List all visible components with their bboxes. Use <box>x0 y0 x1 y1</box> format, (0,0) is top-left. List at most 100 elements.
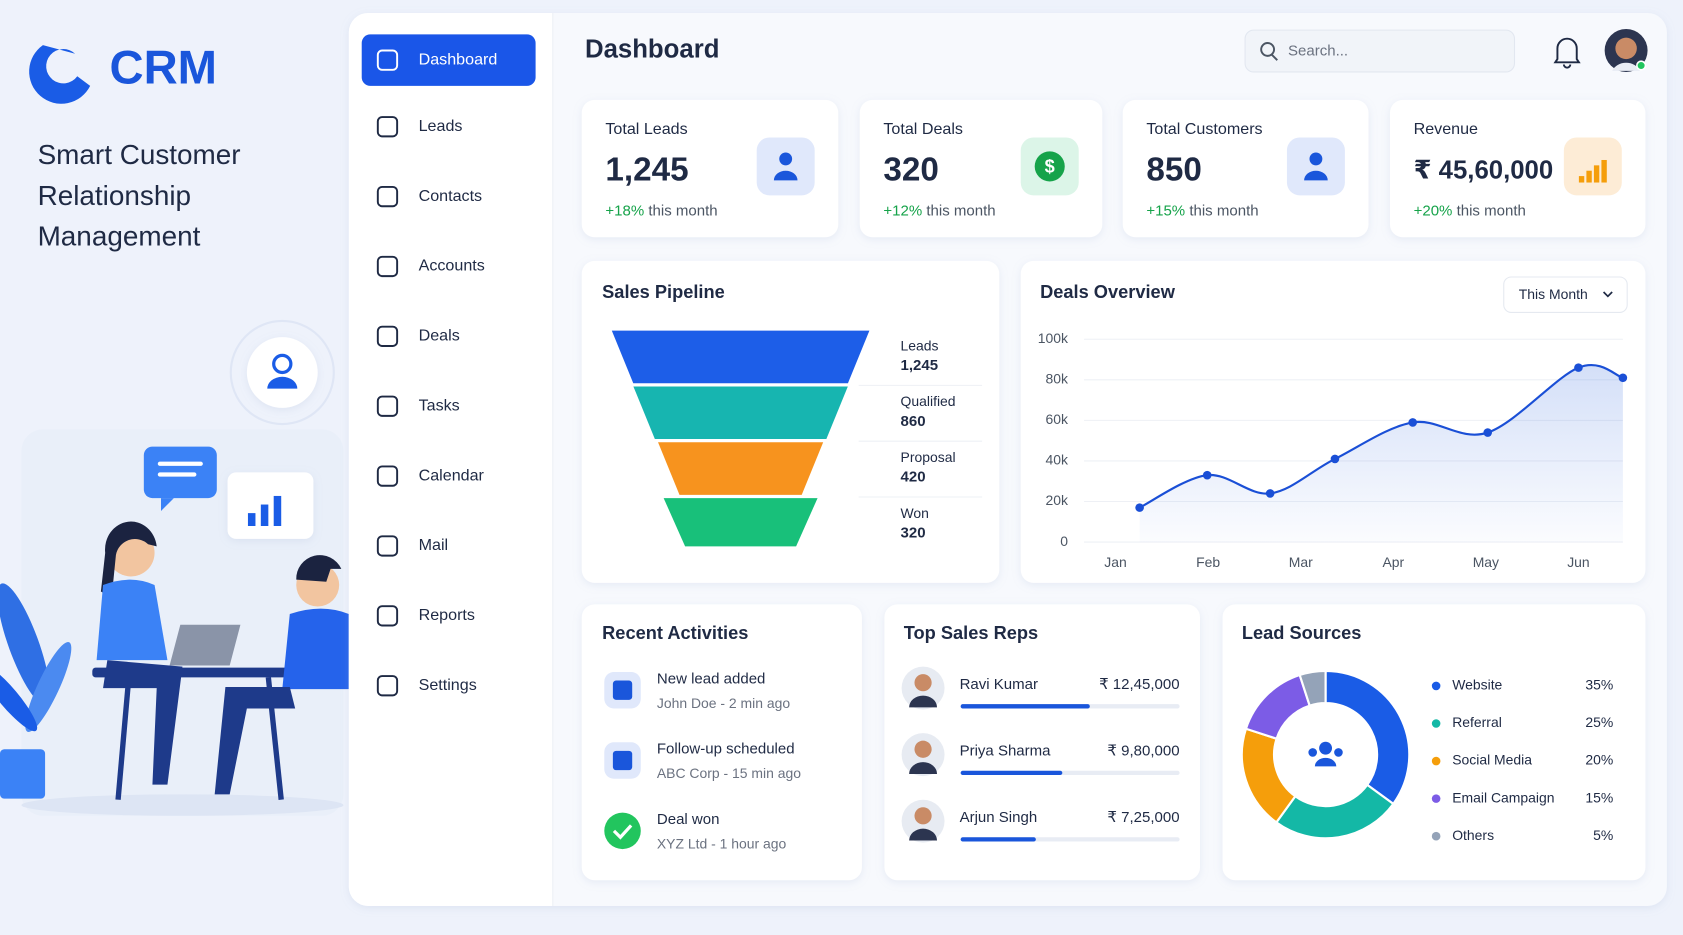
rep-amount: ₹ 7,25,000 <box>1107 809 1179 826</box>
kpi-change-value: +12% <box>883 202 922 219</box>
kpi-value: ₹ 45,60,000 <box>1414 157 1554 185</box>
kpi-change: +12% this month <box>883 202 995 219</box>
filter-dropdown[interactable] <box>1503 276 1628 313</box>
kpi-icon-bg <box>1563 137 1622 196</box>
kpi-label: Total Customers <box>1146 120 1262 138</box>
donut-icon <box>1334 748 1343 757</box>
kpi-change: +15% this month <box>1146 202 1258 219</box>
rep-name: Arjun Singh <box>960 809 1038 826</box>
activity-icon <box>604 812 641 850</box>
kpi-value: 1,245 <box>605 152 688 189</box>
donut-icon <box>1314 757 1337 767</box>
x-tick-label: Jan <box>1104 554 1126 570</box>
legend-label: Social Media <box>1452 752 1532 768</box>
illustration <box>0 45 349 816</box>
card <box>581 99 839 238</box>
nav-item[interactable]: Mail <box>419 536 449 554</box>
rep-avatar <box>914 807 932 825</box>
kpi-icon-bg <box>756 137 815 196</box>
kpi-period: this month <box>926 202 995 219</box>
rep-name: Priya Sharma <box>960 742 1052 759</box>
tagline: Management <box>38 221 201 252</box>
kpi-change-value: +20% <box>1414 202 1453 219</box>
kpi-icon <box>1578 176 1585 183</box>
search-icon <box>1260 42 1276 57</box>
rep-bar <box>960 704 1090 709</box>
tagline: Relationship <box>38 180 192 211</box>
brand-name: CRM <box>109 41 217 94</box>
nav-item[interactable]: Accounts <box>419 257 485 275</box>
activity-title: Follow-up scheduled <box>657 741 795 758</box>
funnel-label: Won <box>901 505 929 521</box>
funnel-label: Qualified <box>901 393 956 409</box>
rep-avatar <box>909 762 938 774</box>
nav-item[interactable]: Contacts <box>419 187 483 205</box>
nav-item[interactable]: Settings <box>419 676 477 694</box>
line-point <box>1202 470 1212 480</box>
line-point <box>1408 418 1418 427</box>
legend-label: Referral <box>1452 714 1502 730</box>
nav-icon <box>376 465 399 487</box>
logo-icon <box>29 45 91 104</box>
funnel-value: 860 <box>901 413 926 430</box>
line <box>1139 364 1624 509</box>
search-box[interactable] <box>1244 29 1516 73</box>
y-tick-label: 40k <box>1045 452 1068 468</box>
line-point <box>1135 503 1144 512</box>
nav-item[interactable]: Deals <box>419 327 460 345</box>
funnel-label: Proposal <box>901 449 956 465</box>
y-tick-label: 20k <box>1045 492 1068 508</box>
line-point <box>1574 363 1583 372</box>
bell-icon[interactable] <box>1553 37 1581 69</box>
filter-label: This Month <box>1519 286 1588 302</box>
line-point <box>1330 454 1340 464</box>
card-title: Top Sales Reps <box>904 622 1038 643</box>
line-point <box>1618 373 1628 383</box>
kpi-icon <box>1309 152 1323 166</box>
x-tick-label: May <box>1473 554 1499 570</box>
sidebar <box>348 12 553 906</box>
nav-item[interactable]: Dashboard <box>419 50 498 68</box>
nav-icon <box>376 185 399 208</box>
nav-item[interactable]: Calendar <box>419 466 485 484</box>
legend-swatch <box>1431 756 1441 766</box>
kpi-icon <box>773 170 798 181</box>
funnel-value: 420 <box>901 469 926 486</box>
nav-item[interactable]: Reports <box>419 606 475 624</box>
card-title: Lead Sources <box>1242 622 1362 643</box>
card <box>859 99 1103 238</box>
rep-bar <box>960 837 1036 842</box>
rep-amount: ₹ 12,45,000 <box>1099 676 1180 693</box>
rep-avatar <box>909 828 938 841</box>
user-avatar[interactable] <box>1604 29 1648 72</box>
kpi-icon <box>1304 170 1328 181</box>
kpi-period: this month <box>648 202 717 219</box>
rep-avatar <box>914 740 932 758</box>
nav-icon <box>376 49 399 71</box>
kpi-label: Total Deals <box>883 120 963 138</box>
activity-icon <box>612 680 633 700</box>
line-point <box>1483 428 1493 437</box>
nav-icon <box>376 535 399 557</box>
nav-item[interactable]: Leads <box>419 117 463 135</box>
search-placeholder: Search... <box>1288 43 1348 60</box>
kpi-icon <box>1034 151 1065 182</box>
funnel-segment <box>663 498 818 547</box>
rep-avatar <box>909 695 938 708</box>
funnel-segment <box>611 330 870 384</box>
legend-swatch <box>1431 719 1441 728</box>
kpi-icon-bg <box>1286 137 1345 196</box>
kpi-label: Total Leads <box>605 120 687 138</box>
line-area <box>1139 365 1623 543</box>
activity-detail: XYZ Ltd - 1 hour ago <box>657 835 787 851</box>
activity-title: New lead added <box>657 670 766 687</box>
nav-icon <box>376 395 399 417</box>
nav-active[interactable] <box>361 34 536 86</box>
nav-item[interactable]: Tasks <box>419 396 460 414</box>
funnel-segment <box>633 386 848 440</box>
kpi-period: this month <box>1457 202 1526 219</box>
activity-detail: John Doe - 2 min ago <box>657 695 791 711</box>
y-tick-label: 60k <box>1045 411 1068 427</box>
card-title: Recent Activities <box>602 622 748 643</box>
